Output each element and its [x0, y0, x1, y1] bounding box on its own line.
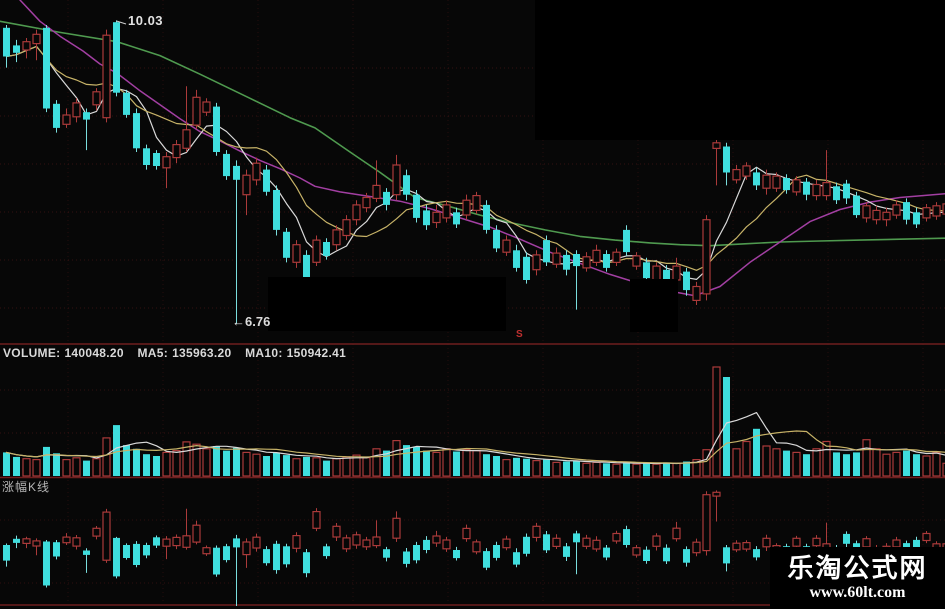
watermark-site-name: 乐淘公式网 — [787, 554, 928, 583]
redaction-box — [535, 0, 945, 140]
change-candle-series — [3, 490, 945, 606]
volume-ma5-value: 135963.20 — [172, 346, 232, 360]
volume-value: 140048.20 — [64, 346, 124, 360]
event-marker: S — [516, 329, 523, 340]
low-price-annotation: ←6.76 — [232, 314, 271, 329]
volume-label: VOLUME: — [3, 346, 61, 360]
volume-ma5-label: MA5: — [137, 346, 169, 360]
volume-ma10-line — [5, 430, 945, 464]
volume-ma10-label: MA10: — [245, 346, 283, 360]
change-panel-label: 涨幅K线 — [2, 480, 51, 494]
watermark-site-url: www.60lt.com — [809, 584, 906, 601]
redaction-box — [268, 277, 506, 331]
volume-ma10-value: 150942.41 — [286, 346, 347, 360]
redaction-box — [630, 279, 678, 332]
high-price-annotation: 10.03 — [128, 13, 164, 28]
volume-bars — [3, 366, 945, 477]
watermark: 乐淘公式网 www.60lt.com — [770, 547, 945, 609]
ma20-line — [19, 0, 945, 297]
volume-header: VOLUME: 140048.20 MA5: 135963.20 MA10: 1509… — [3, 346, 350, 360]
